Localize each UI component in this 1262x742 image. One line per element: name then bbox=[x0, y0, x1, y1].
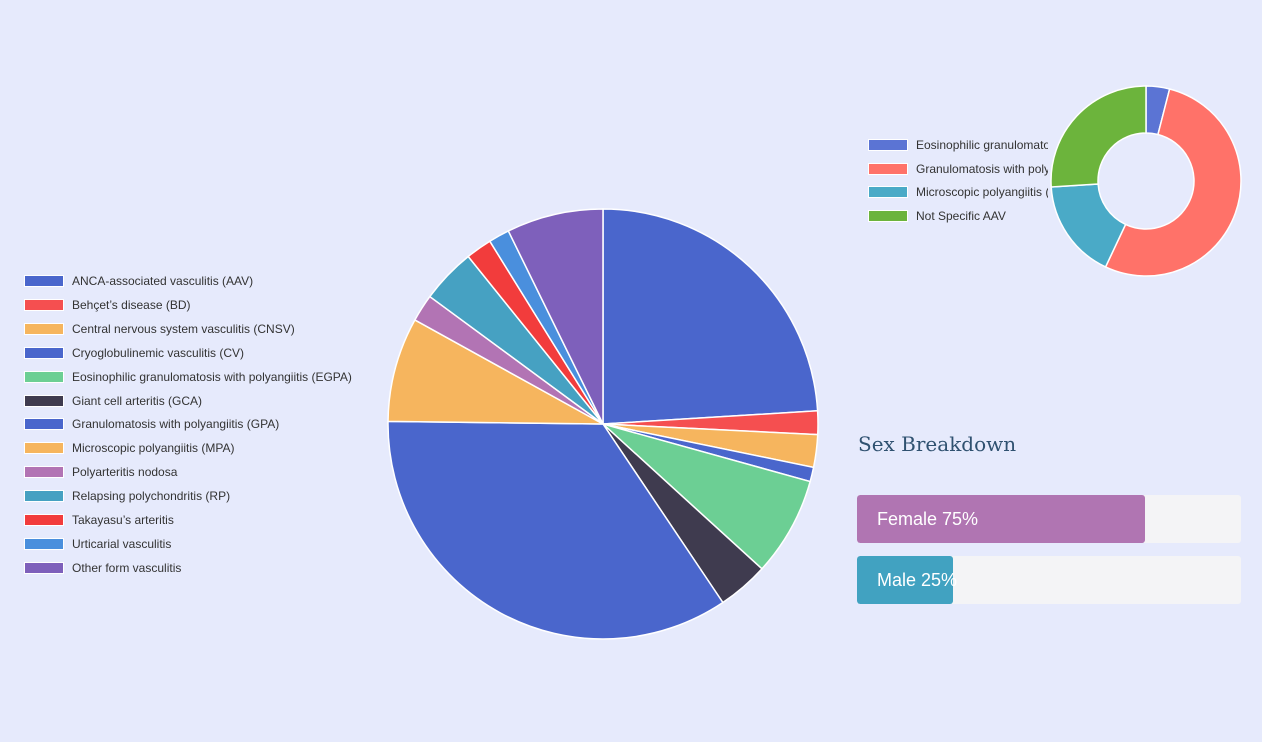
main-pie-legend-label: Takayasu’s arteritis bbox=[72, 513, 174, 527]
main-pie-legend-item-microscopic-polyangiitis-mpa[interactable]: Microscopic polyangiitis (MPA) bbox=[24, 439, 235, 457]
main-pie-legend-label: Eosinophilic granulomatosis with polyang… bbox=[72, 369, 352, 384]
donut-legend-item-not-specific-aav[interactable]: Not Specific AAV bbox=[868, 207, 1006, 225]
donut-legend-label: Microscopic polyangiitis (MPA) bbox=[916, 185, 1048, 199]
main-pie-legend-label: ANCA-associated vasculitis (AAV) bbox=[72, 274, 254, 288]
main-pie-legend-label: Cryoglobulinemic vasculitis (CV) bbox=[72, 345, 245, 360]
male-bar-label: Male 25% bbox=[877, 570, 958, 590]
main-pie-legend-swatch bbox=[24, 298, 64, 311]
donut-legend-label: Eosinophilic granulomatosis with polyang… bbox=[916, 138, 1048, 152]
donut-legend-label: Not Specific AAV bbox=[916, 208, 1006, 223]
main-pie-legend-item-other-form-vasculitis[interactable]: Other form vasculitis bbox=[24, 559, 181, 577]
female-bar-track: Female 75% bbox=[857, 495, 1241, 543]
main-pie-legend-swatch bbox=[24, 537, 64, 550]
donut-legend-swatch bbox=[868, 139, 908, 151]
donut-legend-item-microscopic-polyangiitis-mpa[interactable]: Microscopic polyangiitis (MPA) bbox=[868, 183, 1048, 201]
main-pie-legend-swatch bbox=[24, 394, 64, 407]
female-bar-fill bbox=[857, 495, 1145, 543]
main-pie-legend-label: Central nervous system vasculitis (CNSV) bbox=[72, 321, 295, 336]
female-bar-label: Female 75% bbox=[877, 509, 979, 529]
main-pie-legend-swatch bbox=[24, 466, 64, 479]
main-pie-legend-swatch bbox=[24, 322, 64, 335]
male-bar-fill bbox=[857, 556, 953, 604]
main-pie-legend-swatch bbox=[24, 514, 64, 526]
donut-legend: Eosinophilic granulomatosis with polyang… bbox=[868, 136, 1048, 232]
main-pie-slice-granulomatosis-with-polyangiitis-gpa[interactable] bbox=[387, 420, 724, 640]
main-pie-legend-item-eosinophilic-granulomatosis-with-polyangiitis-egpa[interactable]: Eosinophilic granulomatosis with polyang… bbox=[24, 368, 352, 386]
donut-legend-item-eosinophilic-granulomatosis-with-polyangiitis-egpa[interactable]: Eosinophilic granulomatosis with polyang… bbox=[868, 136, 1048, 154]
main-pie-slice-microscopic-polyangiitis-mpa[interactable] bbox=[387, 318, 604, 425]
main-pie-legend-label: Granulomatosis with polyangiitis (GPA) bbox=[72, 417, 280, 432]
main-pie-legend-item-giant-cell-arteritis-gca[interactable]: Giant cell arteritis (GCA) bbox=[24, 392, 202, 410]
main-pie-legend-swatch bbox=[24, 346, 64, 359]
main-pie-slice-eosinophilic-granulomatosis-with-polyangiitis-egpa[interactable] bbox=[602, 423, 812, 570]
donut-legend-item-granulomatosis-with-polyangiitis-gpa[interactable]: Granulomatosis with polyangiitis (GPA) bbox=[868, 160, 1048, 178]
main-pie-legend-swatch bbox=[24, 561, 64, 574]
main-pie-legend-swatch bbox=[24, 490, 64, 503]
donut-slice-not-specific-aav[interactable] bbox=[1050, 85, 1147, 188]
main-pie-legend-swatch bbox=[24, 370, 64, 383]
main-pie-slice-anca-associated-vasculitis-aav[interactable] bbox=[602, 208, 819, 425]
donut-legend-label: Granulomatosis with polyangiitis (GPA) bbox=[916, 161, 1048, 176]
donut-slice-granulomatosis-with-polyangiitis-gpa[interactable] bbox=[1104, 88, 1242, 277]
main-pie-legend-item-cryoglobulinemic-vasculitis-cv[interactable]: Cryoglobulinemic vasculitis (CV) bbox=[24, 344, 244, 362]
main-pie-legend-item-takayasu-s-arteritis[interactable]: Takayasu’s arteritis bbox=[24, 511, 174, 529]
main-pie-legend-swatch bbox=[24, 442, 64, 455]
main-pie-legend-label: Microscopic polyangiitis (MPA) bbox=[72, 441, 235, 456]
main-pie-legend-label: Behçet’s disease (BD) bbox=[72, 297, 191, 312]
main-pie-legend-label: Urticarial vasculitis bbox=[72, 536, 172, 551]
main-pie-legend-swatch bbox=[24, 275, 64, 287]
main-pie-legend-item-beh-et-s-disease-bd[interactable]: Behçet’s disease (BD) bbox=[24, 296, 191, 314]
main-pie-legend-item-polyarteritis-nodosa[interactable]: Polyarteritis nodosa bbox=[24, 463, 177, 481]
sex-breakdown-title: Sex Breakdown bbox=[858, 432, 1017, 456]
main-pie-legend-item-central-nervous-system-vasculitis-cnsv[interactable]: Central nervous system vasculitis (CNSV) bbox=[24, 320, 295, 338]
main-pie-legend-label: Relapsing polychondritis (RP) bbox=[72, 489, 231, 504]
main-pie-legend-item-granulomatosis-with-polyangiitis-gpa[interactable]: Granulomatosis with polyangiitis (GPA) bbox=[24, 415, 279, 433]
donut-legend-swatch bbox=[868, 186, 908, 198]
donut-legend-swatch bbox=[868, 209, 908, 222]
main-pie-legend-label: Other form vasculitis bbox=[72, 560, 182, 575]
main-pie-slice-other-form-vasculitis[interactable] bbox=[507, 208, 604, 425]
main-pie-legend-item-relapsing-polychondritis-rp[interactable]: Relapsing polychondritis (RP) bbox=[24, 487, 230, 505]
donut-legend-swatch bbox=[868, 162, 908, 175]
main-pie-legend-label: Polyarteritis nodosa bbox=[72, 465, 178, 480]
main-pie-legend: ANCA-associated vasculitis (AAV) Behçet’s… bbox=[24, 272, 404, 584]
main-pie-legend-label: Giant cell arteritis (GCA) bbox=[72, 393, 203, 408]
main-pie-legend-swatch bbox=[24, 418, 64, 431]
main-pie-legend-item-urticarial-vasculitis[interactable]: Urticarial vasculitis bbox=[24, 535, 171, 553]
main-pie-legend-item-anca-associated-vasculitis-aav[interactable]: ANCA-associated vasculitis (AAV) bbox=[24, 272, 253, 290]
male-bar-track: Male 25% bbox=[857, 556, 1241, 604]
